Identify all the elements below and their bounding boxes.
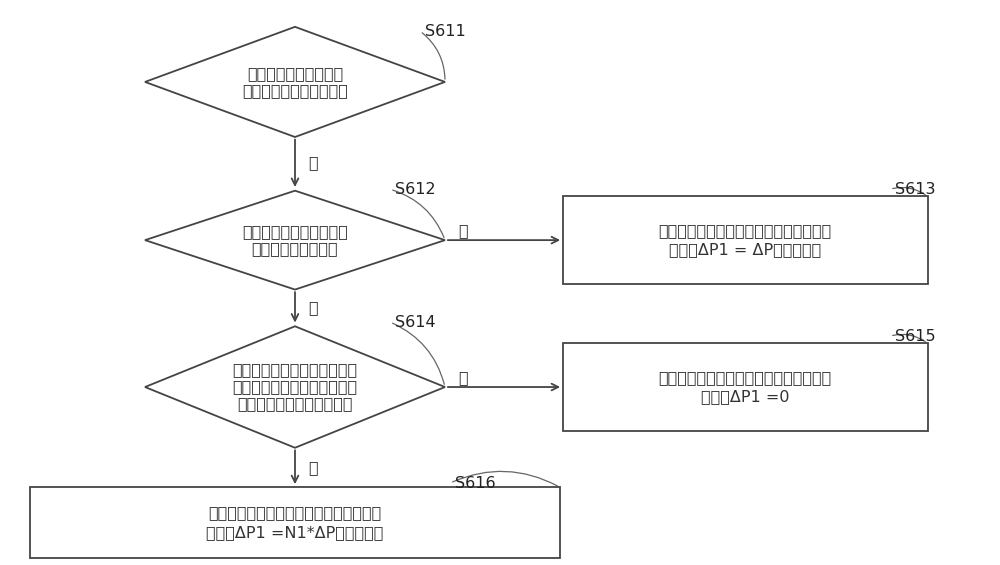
Polygon shape xyxy=(145,327,445,447)
Text: 开度：ΔP1 =0: 开度：ΔP1 =0 xyxy=(701,389,789,404)
Text: 是: 是 xyxy=(308,155,318,170)
Bar xyxy=(562,196,928,284)
Text: S614: S614 xyxy=(395,315,436,329)
Text: 是: 是 xyxy=(458,223,468,238)
Text: 依据以下计算式计算目标吸气过热度控制: 依据以下计算式计算目标吸气过热度控制 xyxy=(658,370,832,385)
Text: S615: S615 xyxy=(895,329,936,344)
Text: S611: S611 xyxy=(425,24,466,38)
Text: 第一预设开度变化量: 第一预设开度变化量 xyxy=(252,241,338,256)
Text: 判断开度变化量是否大于: 判断开度变化量是否大于 xyxy=(242,224,348,239)
Text: 判断开度变化量是否小于或等: 判断开度变化量是否小于或等 xyxy=(232,363,358,377)
Text: 依据以下计算式计算目标吸气过热度控制: 依据以下计算式计算目标吸气过热度控制 xyxy=(658,223,832,238)
Text: 依据以下计算式计算目标吸气过热度控制: 依据以下计算式计算目标吸气过热度控制 xyxy=(208,506,382,520)
Text: S613: S613 xyxy=(895,182,936,197)
Polygon shape xyxy=(145,27,445,137)
Text: 开度：ΔP1 = ΔP开度变化量: 开度：ΔP1 = ΔP开度变化量 xyxy=(669,242,821,257)
Bar xyxy=(562,344,928,431)
Polygon shape xyxy=(145,191,445,290)
Text: 于第一预设开度变化量且大于: 于第一预设开度变化量且大于 xyxy=(232,380,358,394)
Text: 是: 是 xyxy=(458,370,468,385)
Text: S616: S616 xyxy=(455,476,496,490)
Bar xyxy=(30,487,560,558)
Text: 或等于第一预设外环温度: 或等于第一预设外环温度 xyxy=(242,83,348,98)
Text: 开度：ΔP1 =N1*ΔP开度变化量: 开度：ΔP1 =N1*ΔP开度变化量 xyxy=(206,525,384,540)
Text: 或等于第二预设开度变化量: 或等于第二预设开度变化量 xyxy=(237,397,353,411)
Text: 判断外环温度是否大于: 判断外环温度是否大于 xyxy=(247,66,343,81)
Text: 否: 否 xyxy=(308,301,318,315)
Text: 否: 否 xyxy=(308,460,318,475)
Text: S612: S612 xyxy=(395,182,436,197)
